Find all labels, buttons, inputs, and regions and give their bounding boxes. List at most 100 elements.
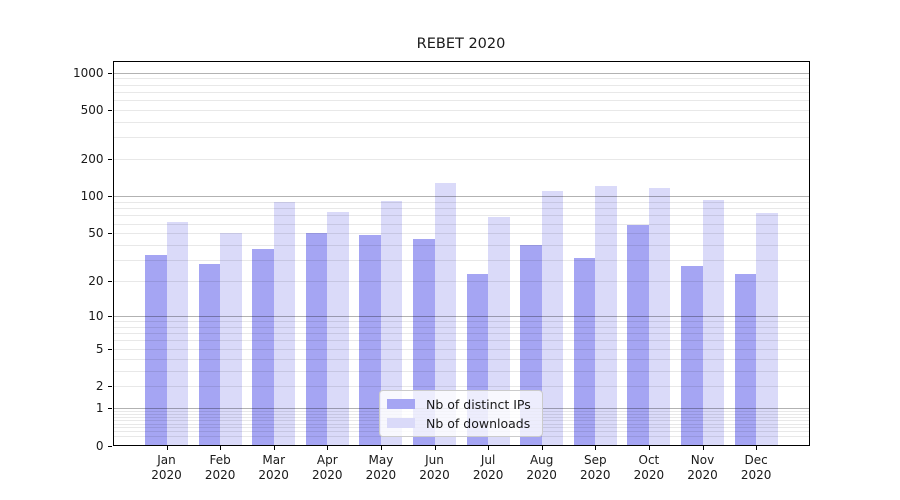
x-tick-label-dec: Dec 2020 [740, 452, 772, 483]
x-tick-mark-jul [488, 446, 490, 450]
x-tick-mark-aug [541, 446, 543, 450]
x-tick-label-jul: Jul 2020 [472, 452, 504, 483]
gridline-1000 [112, 72, 810, 74]
chart-title: REBET 2020 [416, 36, 506, 52]
legend-label-downloads: Nb of downloads [426, 415, 531, 431]
gridline-80 [112, 208, 810, 210]
y-tick-label-1000: 1000 [72, 65, 104, 80]
gridline-300 [112, 137, 810, 139]
bar-jun-downloads [434, 183, 456, 446]
gridline-3 [112, 370, 810, 372]
x-tick-label-nov: Nov 2020 [687, 452, 718, 483]
y-tick-label-20: 20 [88, 274, 104, 289]
bar-oct-downloads [648, 187, 671, 446]
bar-dec-distinct-ips [734, 273, 757, 446]
y-tick-mark-20 [108, 281, 112, 283]
gridline-90 [112, 201, 810, 203]
x-tick-label-feb: Feb 2020 [204, 452, 236, 483]
bar-oct-distinct-ips [627, 225, 649, 446]
x-tick-mark-jun [434, 446, 436, 450]
y-tick-mark-50 [108, 233, 112, 235]
y-tick-label-10: 10 [88, 309, 104, 324]
x-tick-label-mar: Mar 2020 [258, 452, 289, 483]
y-tick-mark-1000 [108, 72, 112, 74]
x-tick-mark-dec [756, 446, 758, 450]
y-tick-mark-500 [108, 109, 112, 111]
y-tick-label-50: 50 [88, 226, 104, 241]
x-tick-mark-mar [273, 446, 275, 450]
gridline-200 [112, 159, 810, 161]
bar-may-downloads [380, 201, 403, 446]
gridline-5 [112, 348, 810, 350]
y-tick-mark-0 [108, 445, 112, 447]
gridline-20 [112, 281, 810, 283]
bar-feb-downloads [220, 233, 242, 446]
x-tick-label-aug: Aug 2020 [526, 452, 557, 483]
x-tick-label-jun: Jun 2020 [419, 452, 450, 483]
gridline-7 [112, 333, 810, 335]
legend-item-distinct-ips: Nb of distinct IPs [387, 397, 534, 412]
x-tick-mark-may [380, 446, 382, 450]
bar-sep-downloads [595, 186, 617, 446]
x-tick-label-apr: Apr 2020 [312, 452, 343, 483]
legend-swatch-downloads [387, 417, 415, 429]
y-tick-mark-1 [108, 408, 112, 410]
gridline-40 [112, 245, 810, 247]
gridline-500 [112, 109, 810, 111]
gridline-8 [112, 326, 810, 328]
x-tick-mark-nov [702, 446, 704, 450]
x-tick-mark-feb [220, 446, 222, 450]
bar-mar-downloads [273, 201, 296, 446]
y-tick-mark-100 [108, 196, 112, 198]
x-tick-label-may: May 2020 [365, 452, 397, 483]
bar-nov-downloads [702, 199, 724, 446]
x-tick-label-jan: Jan 2020 [151, 452, 182, 483]
y-tick-label-200: 200 [80, 152, 104, 167]
gridline-700 [112, 91, 810, 93]
y-tick-label-1: 1 [95, 401, 104, 416]
y-tick-mark-200 [108, 159, 112, 161]
bar-may-distinct-ips [359, 235, 381, 446]
gridline-600 [112, 100, 810, 102]
x-tick-label-sep: Sep 2020 [580, 452, 611, 483]
plot-area [112, 61, 810, 446]
gridline-70 [112, 215, 810, 217]
x-tick-mark-apr [327, 446, 329, 450]
legend-label-distinct-ips: Nb of distinct IPs [426, 396, 531, 412]
legend: Nb of distinct IPs Nb of downloads [379, 390, 543, 437]
gridline-400 [112, 121, 810, 123]
bar-feb-distinct-ips [198, 263, 221, 446]
y-tick-mark-2 [108, 386, 112, 388]
bar-jan-downloads [166, 221, 188, 446]
gridline-30 [112, 260, 810, 262]
y-tick-label-100: 100 [80, 189, 104, 204]
gridline-800 [112, 84, 810, 86]
y-tick-label-0: 0 [95, 438, 104, 453]
gridline-60 [112, 223, 810, 225]
gridline-9 [112, 321, 810, 323]
legend-swatch-distinct-ips [387, 398, 415, 410]
x-tick-label-oct: Oct 2020 [633, 452, 665, 483]
bar-jan-distinct-ips [145, 255, 167, 446]
x-tick-mark-jan [166, 446, 168, 450]
gridline-6 [112, 340, 810, 342]
gridline-10 [112, 316, 810, 318]
bar-mar-distinct-ips [252, 249, 274, 446]
y-tick-label-500: 500 [80, 102, 104, 117]
bar-apr-distinct-ips [305, 233, 328, 446]
y-tick-label-2: 2 [95, 379, 104, 394]
x-tick-mark-sep [595, 446, 597, 450]
bar-sep-distinct-ips [573, 258, 596, 446]
gridline-4 [112, 358, 810, 360]
bar-jul-downloads [488, 216, 510, 446]
bar-apr-downloads [327, 211, 349, 446]
gridline-50 [112, 233, 810, 235]
bar-nov-distinct-ips [681, 265, 703, 446]
gridline-900 [112, 78, 810, 80]
bar-dec-downloads [756, 213, 778, 446]
bar-aug-downloads [541, 190, 564, 446]
y-tick-mark-10 [108, 316, 112, 318]
gridline-2 [112, 386, 810, 388]
y-tick-mark-5 [108, 348, 112, 350]
